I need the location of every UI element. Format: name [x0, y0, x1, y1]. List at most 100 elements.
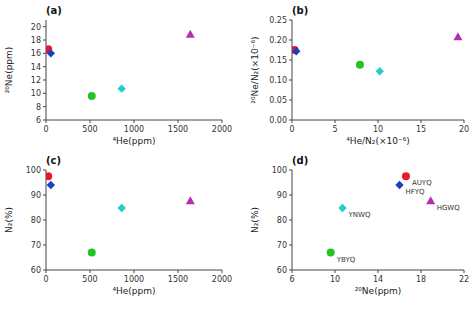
y-tick-label: 80: [277, 216, 287, 225]
x-axis-label: ²⁰Ne(ppm): [355, 286, 402, 296]
x-tick-label: 500: [82, 275, 97, 284]
point: [186, 196, 195, 204]
point-label: HGWQ: [437, 204, 461, 212]
y-tick: [43, 80, 46, 81]
point: [395, 181, 403, 189]
point: [88, 249, 96, 257]
y-tick: [43, 120, 46, 121]
panel-title: (b): [292, 5, 308, 16]
y-tick-label: 90: [31, 191, 41, 200]
y-tick: [289, 270, 292, 271]
panel-title: (c): [46, 155, 61, 166]
x-tick: [222, 120, 223, 123]
points: [46, 172, 195, 256]
y-tick-label: 20: [31, 23, 41, 32]
x-tick: [335, 270, 336, 273]
x-tick-label: 14: [373, 275, 383, 284]
point: [426, 196, 435, 204]
y-axis-label: N₂(%): [4, 207, 14, 233]
x-tick-label: 2000: [212, 275, 232, 284]
x-tick: [335, 120, 336, 123]
y-tick: [289, 170, 292, 171]
point-label: YNWQ: [348, 211, 371, 219]
y-tick: [289, 220, 292, 221]
y-tick-label: 60: [31, 266, 41, 275]
y-tick: [43, 170, 46, 171]
x-tick: [134, 270, 135, 273]
point: [47, 49, 55, 57]
x-tick-label: 2000: [212, 125, 232, 134]
y-tick: [289, 245, 292, 246]
x-tick-label: 22: [459, 275, 469, 284]
y-tick: [289, 195, 292, 196]
subplot: 051015200.000.050.100.150.200.25⁴He/N₂(×…: [250, 5, 469, 146]
x-tick-label: 500: [82, 125, 97, 134]
y-tick: [289, 60, 292, 61]
y-tick-label: 0.25: [269, 16, 287, 25]
y-tick: [289, 20, 292, 21]
y-tick-label: 16: [31, 49, 41, 58]
point: [88, 92, 96, 100]
points: [46, 30, 195, 100]
y-tick-label: 6: [36, 116, 41, 125]
x-tick-label: 0: [43, 125, 48, 134]
y-tick: [43, 66, 46, 67]
y-tick-label: 18: [31, 36, 41, 45]
y-tick-label: 8: [36, 103, 41, 112]
y-tick-label: 70: [31, 241, 41, 250]
y-axis-label: N₂(%): [250, 207, 260, 233]
x-tick: [464, 120, 465, 123]
y-tick-label: 0.15: [269, 56, 287, 65]
y-tick: [289, 120, 292, 121]
y-tick-label: 100: [272, 166, 287, 175]
x-tick: [378, 270, 379, 273]
x-tick: [464, 270, 465, 273]
subplot: 61014182260708090100²⁰Ne(ppm)N₂(%)(d)AUY…: [250, 155, 469, 296]
subplot: 050010001500200068101214161820⁴He(ppm)²⁰…: [4, 5, 232, 146]
point: [356, 61, 364, 69]
point: [46, 172, 52, 180]
point: [47, 181, 55, 189]
y-tick: [43, 53, 46, 54]
y-tick-label: 0.20: [269, 36, 287, 45]
points: [292, 32, 462, 75]
y-tick-label: 80: [31, 216, 41, 225]
x-tick-label: 1500: [168, 275, 188, 284]
y-axis-label: ²⁰Ne/N₂(×10⁻⁶): [250, 36, 260, 103]
y-axis-line: [46, 20, 47, 120]
x-tick-label: 0: [289, 125, 294, 134]
y-tick-label: 90: [277, 191, 287, 200]
x-tick-label: 10: [330, 275, 340, 284]
x-tick: [178, 270, 179, 273]
y-tick: [43, 106, 46, 107]
x-tick-label: 18: [416, 275, 426, 284]
x-tick: [134, 120, 135, 123]
y-tick-label: 14: [31, 63, 41, 72]
x-tick-label: 6: [289, 275, 294, 284]
y-tick-label: 12: [31, 76, 41, 85]
x-axis-label: ⁴He(ppm): [112, 286, 155, 296]
y-axis-label: ²⁰Ne(ppm): [4, 47, 14, 94]
x-tick: [90, 120, 91, 123]
x-tick: [178, 120, 179, 123]
x-axis-label: ⁴He/N₂(×10⁻⁶): [346, 136, 410, 146]
point: [292, 47, 300, 55]
point-label: HFYQ: [406, 188, 426, 196]
y-tick: [289, 100, 292, 101]
y-tick-label: 0.10: [269, 76, 287, 85]
x-tick-label: 0: [43, 275, 48, 284]
x-tick-label: 20: [459, 125, 469, 134]
x-tick-label: 1000: [124, 125, 144, 134]
y-tick: [43, 270, 46, 271]
point: [117, 204, 125, 212]
x-axis-label: ⁴He(ppm): [112, 136, 155, 146]
y-tick: [289, 40, 292, 41]
x-tick: [421, 270, 422, 273]
x-tick: [378, 120, 379, 123]
y-axis-line: [292, 20, 293, 120]
x-tick-label: 15: [416, 125, 426, 134]
y-tick-label: 60: [277, 266, 287, 275]
x-tick-label: 1500: [168, 125, 188, 134]
y-tick: [43, 40, 46, 41]
y-tick-label: 100: [26, 166, 41, 175]
